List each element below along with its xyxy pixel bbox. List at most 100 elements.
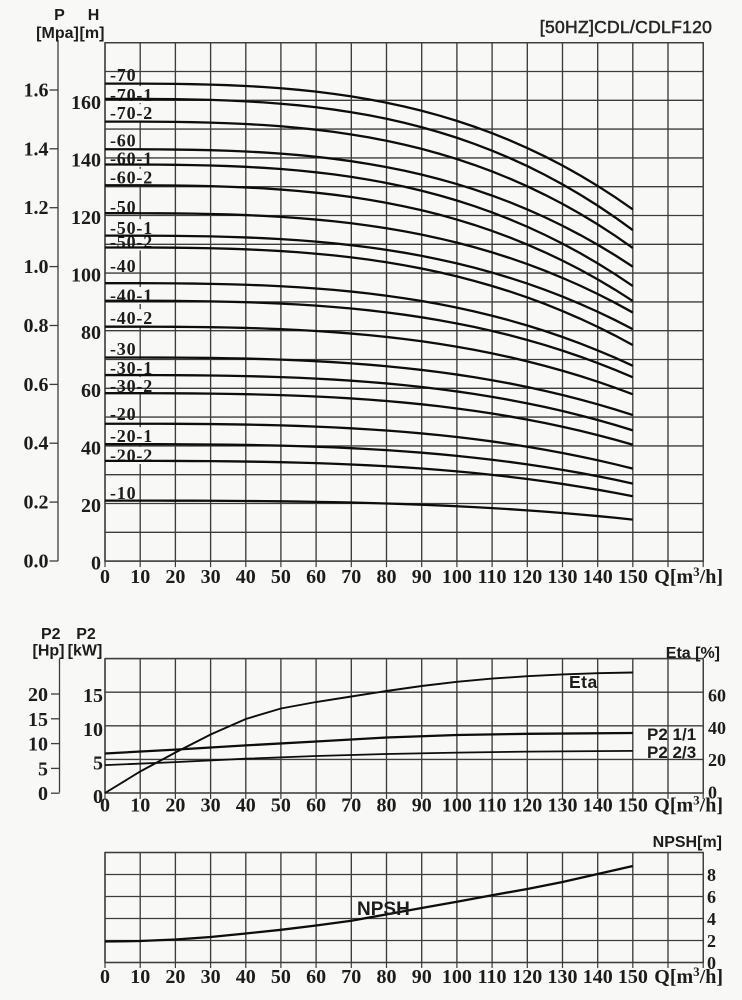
svg-text:70: 70 [341,566,361,588]
svg-text:P2 2/3: P2 2/3 [647,743,696,762]
svg-text:20: 20 [28,684,48,706]
svg-text:0: 0 [707,953,716,973]
svg-text:NPSH: NPSH [357,899,410,920]
svg-text:40: 40 [236,966,256,988]
svg-text:50: 50 [271,795,291,817]
svg-text:60: 60 [306,795,326,817]
svg-text:90: 90 [412,795,432,817]
svg-text:20: 20 [165,566,185,588]
svg-text:-60-2: -60-2 [110,168,153,188]
svg-text:0: 0 [100,795,110,817]
svg-text:0.8: 0.8 [24,315,49,337]
svg-text:70: 70 [341,795,361,817]
svg-text:6: 6 [707,887,716,907]
svg-text:140: 140 [583,966,613,988]
svg-text:20: 20 [165,795,185,817]
svg-text:0.6: 0.6 [24,374,49,396]
svg-text:30: 30 [201,566,221,588]
svg-text:[Mpa]: [Mpa] [36,25,79,42]
svg-text:100: 100 [442,966,472,988]
svg-text:0.4: 0.4 [24,433,49,455]
svg-text:-40-1: -40-1 [110,286,153,306]
svg-text:1.0: 1.0 [24,256,49,278]
svg-text:100: 100 [442,566,472,588]
svg-text:80: 80 [377,966,397,988]
svg-text:100: 100 [71,265,101,287]
svg-text:5: 5 [93,752,103,774]
svg-text:10: 10 [130,966,150,988]
svg-text:-40: -40 [110,256,136,276]
svg-text:50: 50 [271,566,291,588]
svg-text:40: 40 [236,795,256,817]
svg-text:H: H [88,7,100,24]
svg-text:140: 140 [583,795,613,817]
svg-text:70: 70 [341,966,361,988]
svg-text:Q[m3/h]: Q[m3/h] [654,564,723,588]
svg-text:-70-2: -70-2 [110,103,153,123]
svg-text:0.0: 0.0 [24,551,49,573]
svg-text:150: 150 [618,966,648,988]
svg-text:1.6: 1.6 [24,80,49,102]
svg-text:80: 80 [81,322,101,344]
svg-text:-30: -30 [110,339,136,359]
svg-text:30: 30 [201,795,221,817]
svg-text:40: 40 [81,437,101,459]
svg-text:NPSH[m]: NPSH[m] [653,834,722,851]
svg-text:10: 10 [83,719,103,741]
svg-text:80: 80 [377,795,397,817]
svg-text:40: 40 [236,566,256,588]
svg-text:0: 0 [38,783,48,805]
svg-text:1.4: 1.4 [24,138,49,160]
svg-text:Eta [%]: Eta [%] [666,645,720,662]
svg-text:-60: -60 [110,130,136,150]
svg-text:60: 60 [306,966,326,988]
svg-text:1.2: 1.2 [24,197,49,219]
svg-text:[m]: [m] [80,25,105,42]
svg-text:[Hp]: [Hp] [33,643,65,660]
svg-text:40: 40 [708,718,726,738]
svg-text:5: 5 [38,758,48,780]
svg-text:130: 130 [548,966,578,988]
svg-text:15: 15 [83,685,103,707]
svg-text:140: 140 [583,566,613,588]
svg-text:30: 30 [201,966,221,988]
svg-text:4: 4 [707,909,716,929]
svg-text:8: 8 [707,865,716,885]
svg-text:120: 120 [512,795,542,817]
svg-text:60: 60 [81,380,101,402]
svg-text:Q[m3/h]: Q[m3/h] [654,793,723,817]
svg-text:-10: -10 [110,483,136,503]
svg-text:10: 10 [130,795,150,817]
svg-text:15: 15 [28,709,48,731]
svg-text:20: 20 [165,966,185,988]
svg-text:120: 120 [71,207,101,229]
svg-text:P2: P2 [41,626,61,643]
svg-text:110: 110 [478,566,507,588]
svg-text:130: 130 [548,566,578,588]
svg-text:-40-2: -40-2 [110,308,153,328]
svg-text:P: P [54,7,65,24]
svg-text:-50: -50 [110,197,136,217]
svg-text:Q[m3/h]: Q[m3/h] [654,964,723,988]
svg-text:[kW]: [kW] [68,643,103,660]
svg-text:0: 0 [91,553,101,575]
svg-text:P2: P2 [76,626,96,643]
svg-text:-20-1: -20-1 [110,426,153,446]
svg-text:160: 160 [71,92,101,114]
svg-text:20: 20 [708,750,726,770]
svg-text:90: 90 [412,966,432,988]
svg-text:60: 60 [708,686,726,706]
svg-text:-20: -20 [110,404,136,424]
svg-text:0: 0 [100,566,110,588]
svg-text:2: 2 [707,931,716,951]
svg-text:10: 10 [130,566,150,588]
svg-text:120: 120 [512,566,542,588]
svg-text:0: 0 [93,786,103,808]
svg-text:90: 90 [412,566,432,588]
svg-text:-70: -70 [110,65,136,85]
svg-text:P2 1/1: P2 1/1 [647,725,696,744]
svg-text:[50HZ]CDL/CDLF120: [50HZ]CDL/CDLF120 [540,17,712,37]
svg-text:150: 150 [618,795,648,817]
svg-text:110: 110 [478,966,507,988]
svg-text:100: 100 [442,795,472,817]
